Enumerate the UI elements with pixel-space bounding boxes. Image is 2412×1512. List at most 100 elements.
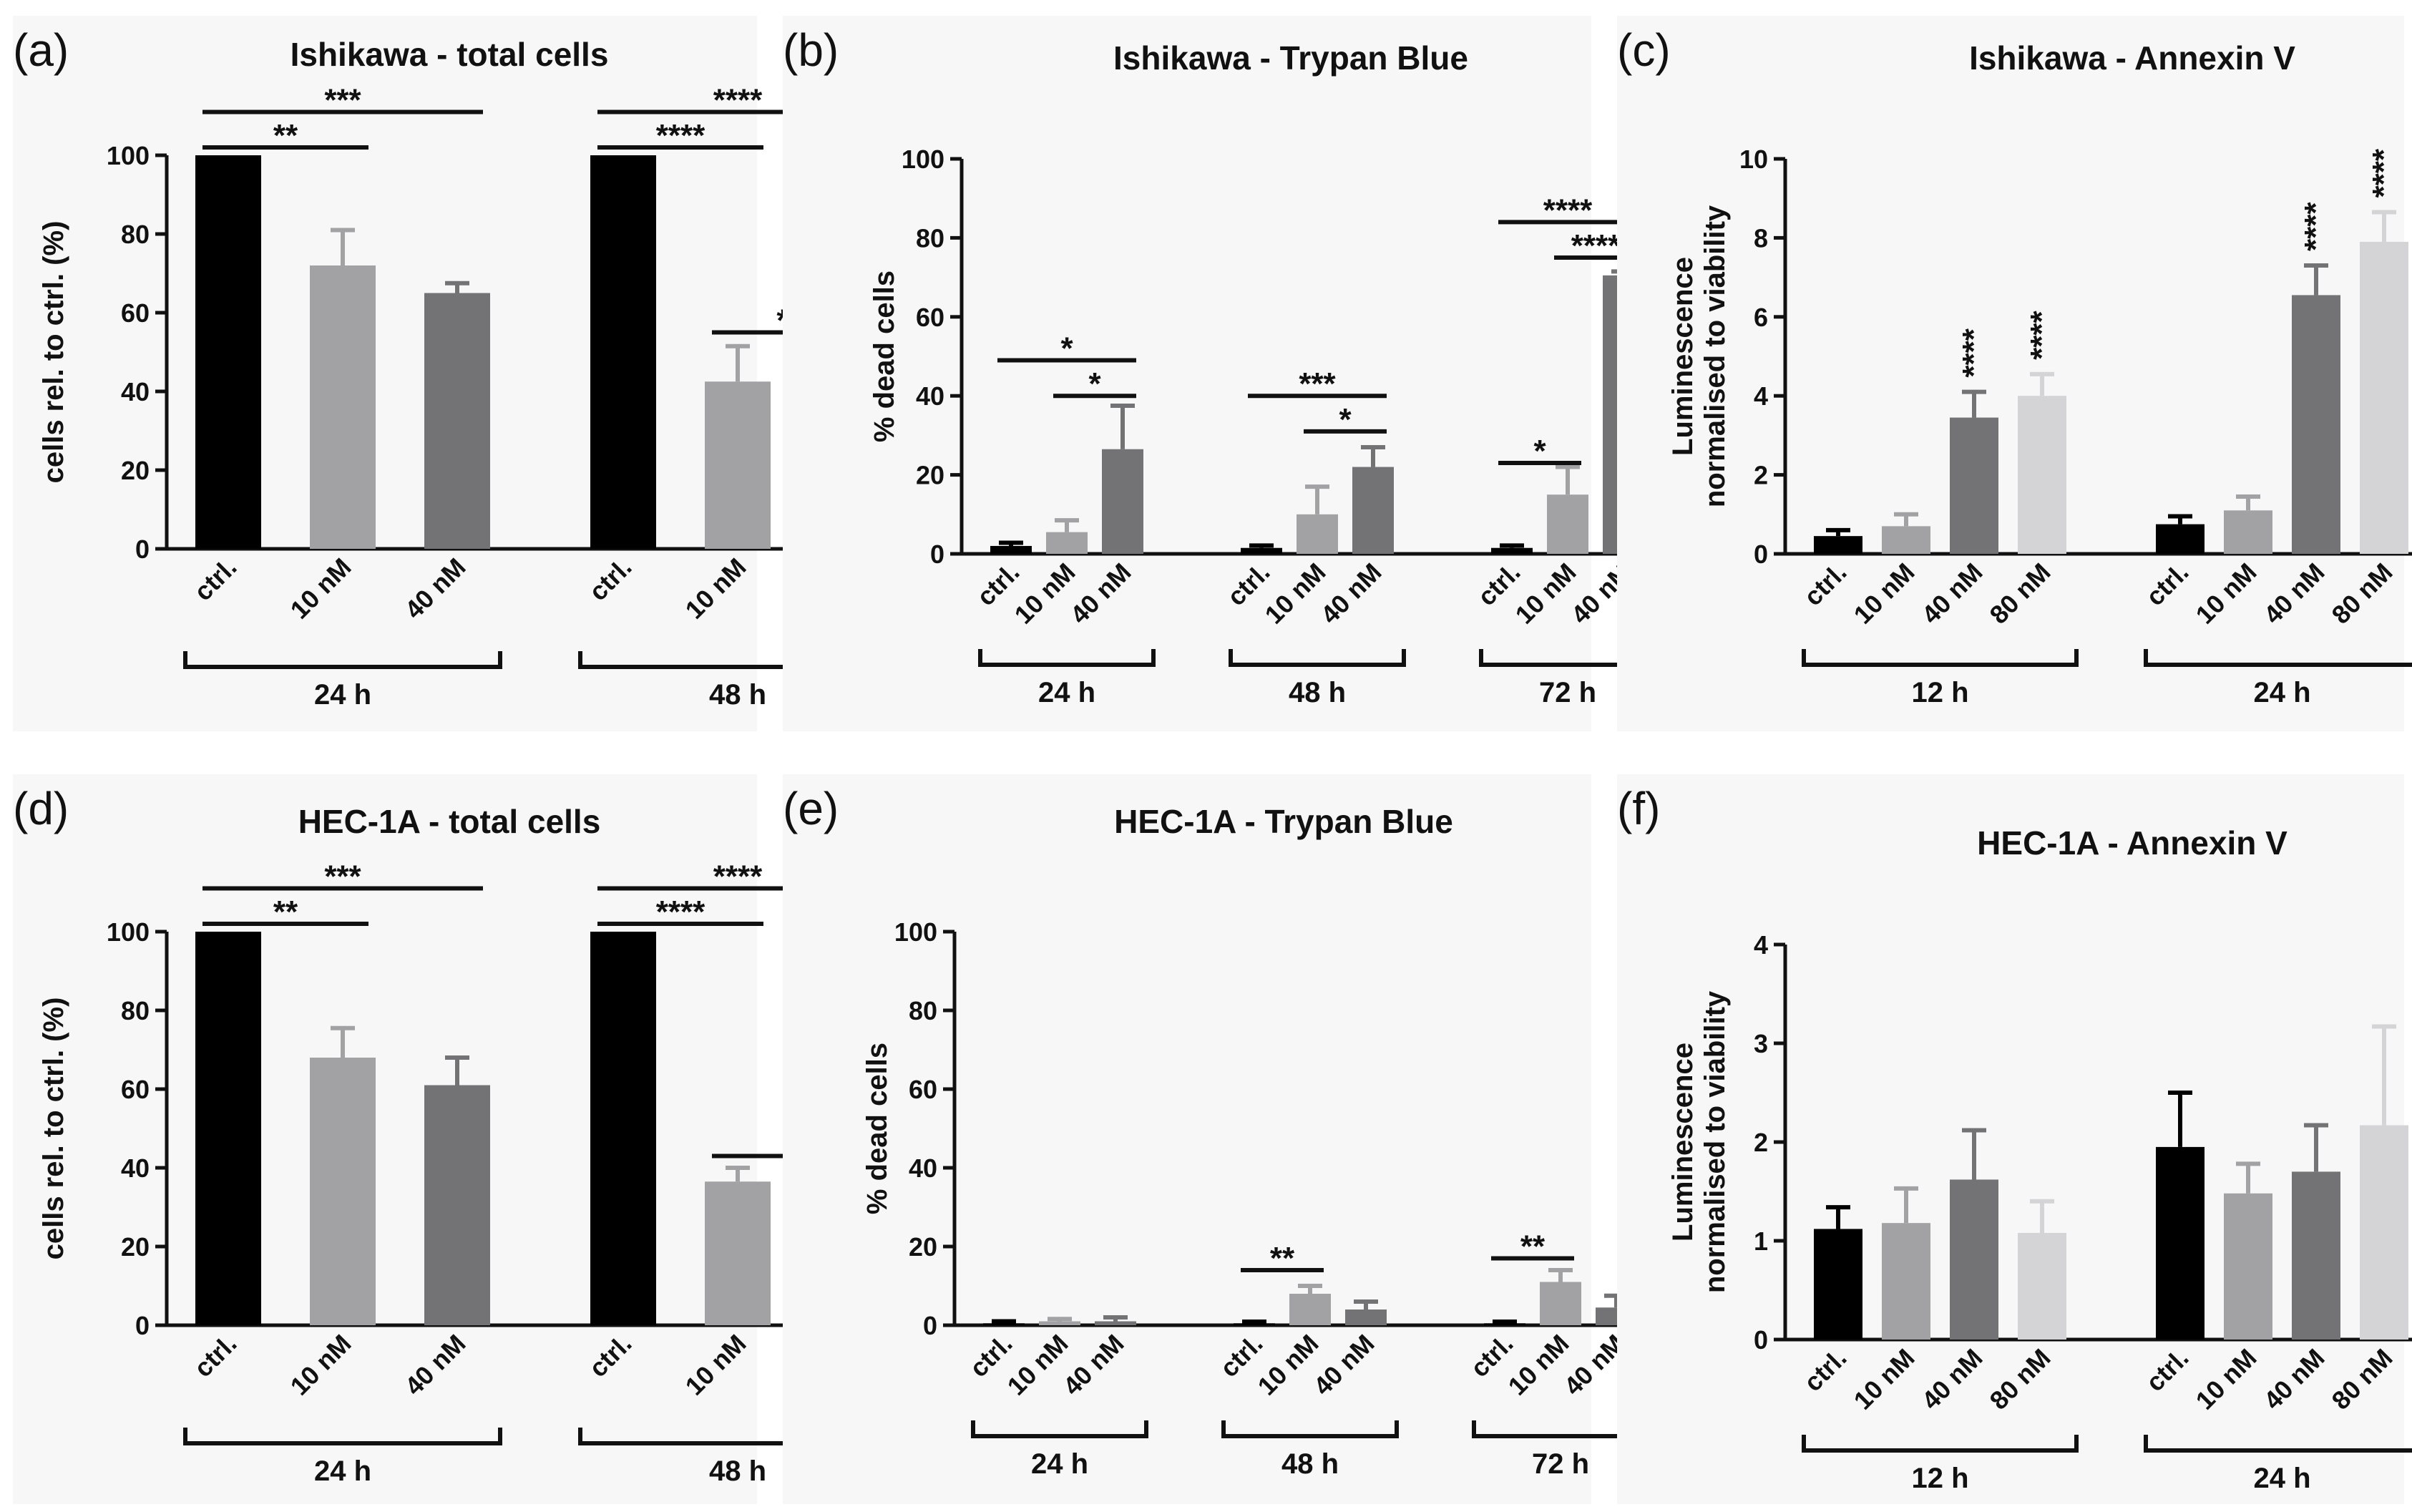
chart-f: (f) HEC-1A - Annexin V Luminescence normali… [1617,783,2412,1494]
category-label: ctrl. [188,1329,243,1383]
y-tick-label: 1 [1754,1226,1768,1256]
y-axis-label: cells rel. to ctrl. (%) [38,998,69,1260]
panel-label: (f) [1617,783,1660,834]
y-tick-label: 6 [1754,303,1768,332]
significance-stars: *** [324,859,361,894]
bar-24h-10nM [2224,1193,2272,1340]
group-bracket [971,1420,1148,1438]
bar-48h-10nM [705,381,771,549]
chart-b: (b) Ishikawa - Trypan Blue % dead cells 0 20… [783,24,1666,708]
bar-24h-ctrl [990,545,1032,554]
bar-12h-ctrl [1814,536,1862,554]
panel-label: (d) [13,783,69,834]
y-tick-label: 60 [121,1075,150,1104]
y-tick-label: 0 [135,1311,150,1340]
y-tick-label: 100 [902,145,944,174]
y-axis-label-2: normalised to viability [1699,990,1731,1293]
bar-24h-10nM [2224,510,2272,554]
group-label: 24 h [1038,677,1095,708]
y-tick-label: 100 [107,917,150,947]
significance-stars: * [1339,402,1352,437]
significance-stars: ** [1520,1229,1546,1264]
y-tick-label: 40 [121,1153,150,1183]
category-label: 10 nM [1259,557,1332,630]
category-label: 10 nM [1252,1329,1324,1401]
category-label: ctrl. [2140,1343,2194,1398]
group-label: 12 h [1911,677,1968,708]
category-label: 10 nM [1848,1343,1920,1415]
bar-48h-10nM [1297,514,1338,554]
bar-24h-ctrl [2156,1146,2205,1340]
panel-label: (e) [783,783,839,834]
group-label: 48 h [709,679,766,711]
category-label: 40 nM [399,552,472,625]
bar-24h-10nM [1039,1321,1080,1325]
category-label: 10 nM [1510,557,1582,630]
group-label: 24 h [1031,1448,1088,1480]
significance-stars: **** [2024,310,2059,359]
panel-a-ishikawa-total-cells: (a) Ishikawa - total cells cells rel. to c… [13,16,1302,731]
category-label: 10 nM [2190,557,2262,630]
y-tick-label: 8 [1754,223,1768,253]
significance-stars: **** [2366,148,2401,197]
bar-24h-80nM [2360,241,2408,554]
y-tick-label: 80 [909,996,937,1025]
bar-12h-10nM [1882,526,1930,554]
category-label: 10 nM [680,552,752,625]
group-bracket [1802,1435,2079,1453]
bar-24h-40nM [1102,449,1143,554]
group-label: 48 h [709,1455,766,1487]
category-label: 40 nM [2258,557,2330,630]
y-tick-label: 0 [1754,540,1768,569]
category-label: ctrl. [188,552,243,607]
y-tick-label: 80 [121,220,150,249]
group-label: 12 h [1911,1463,1968,1494]
significance-stars: ** [273,118,298,153]
chart-d: (d) HEC-1A - total cells cells rel. to ctr… [13,783,1302,1487]
bar-48h-ctrl [1241,547,1282,554]
y-tick-label: 20 [916,461,944,490]
y-tick-label: 0 [1754,1325,1768,1355]
category-label: 80 nM [2326,1343,2398,1415]
category-label: 40 nM [1916,1343,1988,1415]
group-bracket [1802,649,2079,667]
bar-24h-10nM [310,1058,376,1325]
bar-24h-40nM [424,1085,490,1325]
y-axis-label: % dead cells [869,270,900,442]
significance-stars: **** [713,859,763,894]
chart-a: (a) Ishikawa - total cells cells rel. to c… [13,24,1302,711]
y-tick-label: 2 [1754,461,1768,490]
group-bracket [183,1428,502,1445]
y-tick-label: 20 [909,1232,937,1262]
y-axis-label: Luminescence [1667,1043,1699,1242]
bar-72h-ctrl [1484,1323,1525,1325]
group-label: 72 h [1532,1448,1589,1480]
bar-72h-10nM [1540,1282,1581,1325]
significance-stars: **** [1543,192,1593,228]
significance-stars: *** [324,83,361,118]
chart-title: Ishikawa - Annexin V [1969,39,2295,77]
chart-title: HEC-1A - Trypan Blue [1114,803,1453,840]
category-label: ctrl. [1798,1343,1852,1398]
significance-stars: ** [1270,1241,1295,1276]
category-label: ctrl. [583,1329,638,1383]
category-label: 40 nM [1058,1329,1130,1401]
chart-title: HEC-1A - Annexin V [1977,824,2288,862]
bar-24h-40nM [2292,295,2340,554]
bar-12h-80nM [2018,396,2066,554]
category-label: ctrl. [2140,557,2194,612]
y-tick-label: 20 [121,1232,150,1262]
significance-stars: * [1088,366,1101,401]
category-label: 40 nM [399,1329,472,1401]
group-bracket [1229,649,1406,667]
panel-d-hec1a-total-cells: (d) HEC-1A - total cells cells rel. to ctr… [13,774,1302,1504]
bar-24h-ctrl [983,1323,1025,1325]
group-label: 48 h [1289,677,1346,708]
y-tick-label: 80 [121,996,150,1025]
panel-b-ishikawa-trypan-blue: (b) Ishikawa - Trypan Blue % dead cells 0 20… [783,16,1666,731]
bar-48h-40nM [1345,1309,1387,1325]
y-tick-label: 60 [909,1075,937,1104]
category-label: ctrl. [583,552,638,607]
chart-c: (c) Ishikawa - Annexin V Luminescence norma… [1617,24,2412,708]
bar-12h-10nM [1882,1223,1930,1340]
